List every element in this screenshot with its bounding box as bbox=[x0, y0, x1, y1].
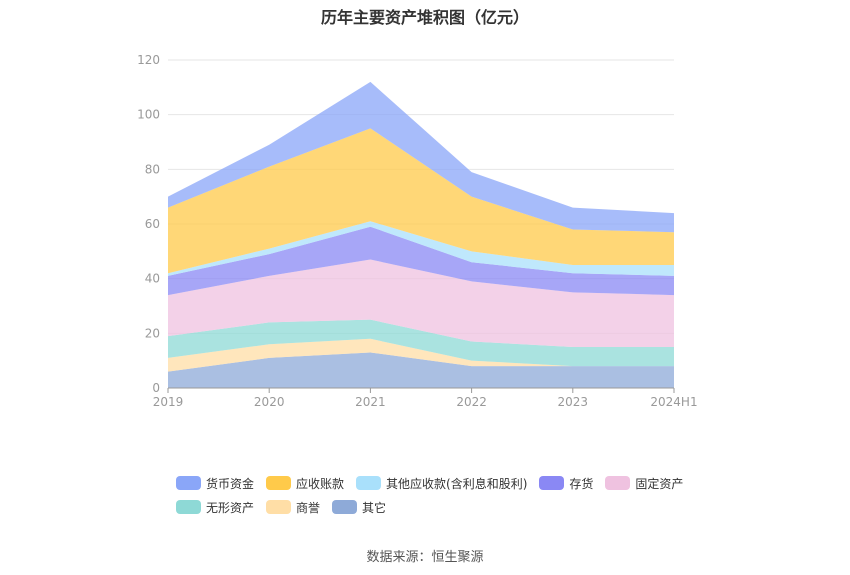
x-tick-label: 2021 bbox=[355, 395, 386, 409]
legend-swatch bbox=[539, 476, 565, 490]
area-其他应收款(含利息和股利) bbox=[168, 221, 674, 276]
data-source: 数据来源：恒生聚源 bbox=[366, 550, 484, 565]
area-固定资产 bbox=[168, 259, 674, 347]
y-tick-label: 20 bbox=[145, 326, 160, 340]
y-tick-label: 100 bbox=[137, 108, 160, 122]
area-应收账款 bbox=[168, 128, 674, 274]
legend-swatch bbox=[176, 500, 201, 514]
legend-swatch bbox=[266, 500, 292, 514]
legend-swatch bbox=[266, 476, 292, 490]
y-tick-label: 80 bbox=[145, 162, 160, 176]
area-存货 bbox=[168, 226, 674, 296]
legend-item[interactable]: 商誉 bbox=[266, 499, 320, 516]
axes: 0 20 40 60 80 100 120 2019 2020 2021 2022 2023 2024H… bbox=[137, 53, 698, 409]
y-tick-label: 40 bbox=[145, 272, 160, 286]
legend-item[interactable]: 无形资产 bbox=[176, 499, 254, 516]
y-tick-label: 0 bbox=[152, 381, 160, 395]
area-其它 bbox=[168, 352, 674, 388]
legend-label: 应收账款 bbox=[296, 476, 345, 491]
area-商誉 bbox=[168, 338, 674, 372]
legend-swatch bbox=[176, 476, 201, 490]
area-货币资金 bbox=[168, 81, 674, 233]
legend-row: 无形资产 商誉 其它 bbox=[176, 496, 696, 518]
x-tick-label: 2019 bbox=[153, 395, 184, 409]
x-tick-label: 2023 bbox=[558, 395, 589, 409]
x-tick-label: 2024H1 bbox=[650, 395, 697, 409]
legend-swatch bbox=[356, 476, 382, 490]
legend-item[interactable]: 固定资产 bbox=[605, 475, 683, 492]
legend-label: 货币资金 bbox=[206, 476, 255, 491]
stacked-area-chart: 0 20 40 60 80 100 120 2019 2020 2021 2022 2023 2024H… bbox=[137, 53, 698, 409]
legend-label: 固定资产 bbox=[635, 476, 684, 491]
legend-label: 存货 bbox=[569, 476, 594, 491]
x-tick-label: 2022 bbox=[456, 395, 487, 409]
y-tick-label: 60 bbox=[145, 217, 160, 231]
legend-swatch bbox=[605, 476, 631, 490]
area-无形资产 bbox=[168, 319, 674, 367]
chart-title: 历年主要资产堆积图（亿元） bbox=[320, 8, 529, 27]
legend-item[interactable]: 其他应收款(含利息和股利) bbox=[356, 475, 527, 492]
legend-item[interactable]: 货币资金 bbox=[176, 475, 254, 492]
legend-label: 无形资产 bbox=[206, 500, 255, 515]
legend-item[interactable]: 存货 bbox=[539, 475, 593, 492]
legend-label: 商誉 bbox=[296, 500, 321, 515]
area-series bbox=[168, 81, 674, 388]
legend-label: 其它 bbox=[362, 500, 387, 515]
x-tick-label: 2020 bbox=[254, 395, 285, 409]
legend: 货币资金 应收账款 其他应收款(含利息和股利) 存货 固定资产无形资产 商誉 其它 bbox=[176, 472, 696, 520]
legend-row: 货币资金 应收账款 其他应收款(含利息和股利) 存货 固定资产 bbox=[176, 472, 696, 494]
legend-item[interactable]: 应收账款 bbox=[266, 475, 344, 492]
legend-swatch bbox=[332, 500, 358, 514]
legend-label: 其他应收款(含利息和股利) bbox=[386, 476, 528, 491]
legend-item[interactable]: 其它 bbox=[332, 499, 386, 516]
y-tick-label: 120 bbox=[137, 53, 160, 67]
